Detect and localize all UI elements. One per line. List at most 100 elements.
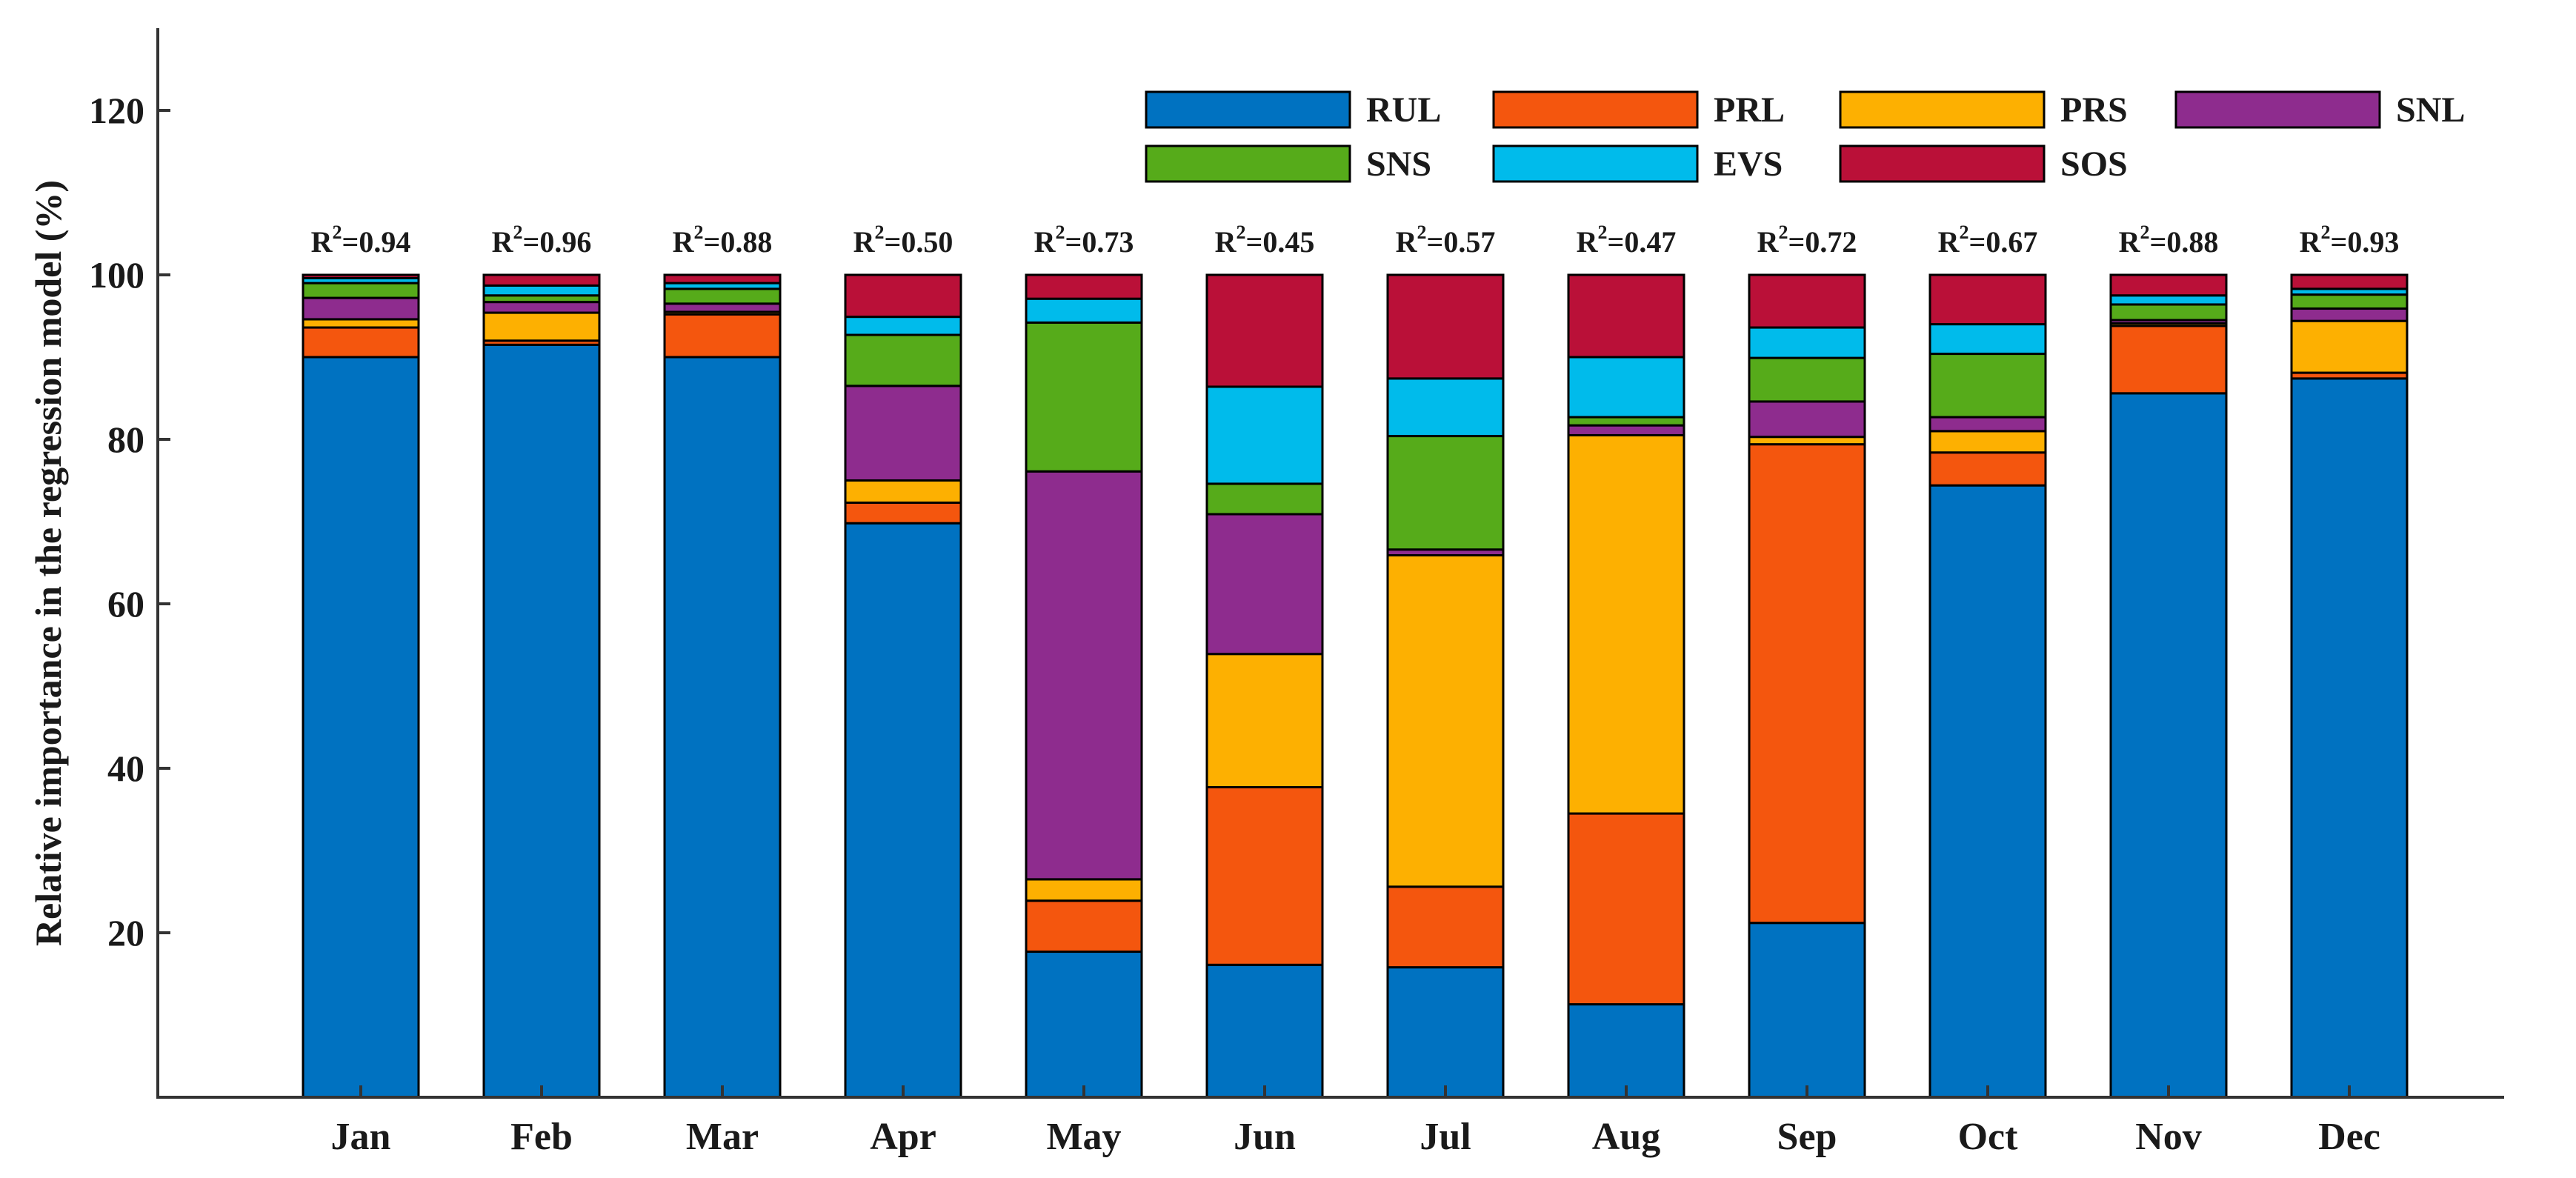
bar-segment-evs-jun (1205, 385, 1324, 485)
bar-segment-sos-mar (663, 273, 782, 284)
bar-segment-prl-aug (1567, 812, 1685, 1006)
bar-segment-prs-may (1025, 878, 1143, 902)
bar-segment-prs-oct (1928, 430, 2047, 454)
legend-swatch-evs (1492, 144, 1699, 183)
bar-segment-sos-nov (2109, 273, 2228, 297)
x-tick-label-jul: Jul (1420, 1116, 1471, 1158)
bar-segment-sns-nov (2109, 303, 2228, 322)
y-tick-label: 80 (107, 419, 144, 460)
legend-label-prs: PRS (2060, 90, 2128, 130)
legend-label-sns: SNS (1366, 144, 1431, 184)
bar-segment-sos-jan (302, 273, 420, 279)
r2-annotation-aug: R2=0.47 (1577, 222, 1677, 259)
bar-segment-prl-sep (1748, 443, 1866, 925)
r2-annotation-dec: R2=0.93 (2300, 222, 2400, 259)
bar-segment-prl-jan (302, 326, 420, 359)
r2-annotation-mar: R2=0.88 (673, 222, 773, 259)
y-tick-label: 40 (107, 748, 144, 789)
bar-segment-evs-sep (1748, 326, 1866, 359)
legend-swatch-sns (1145, 144, 1351, 183)
bar-segment-rul-may (1025, 951, 1143, 1099)
bar-segment-prs-feb (482, 311, 601, 342)
x-tick-label-aug: Aug (1592, 1116, 1660, 1158)
legend-label-snl: SNL (2396, 90, 2465, 130)
r2-annotation-sep: R2=0.72 (1757, 222, 1857, 259)
bar-segment-rul-feb (482, 343, 601, 1099)
y-tick-label: 20 (107, 912, 144, 954)
legend-swatch-sos (1839, 144, 2046, 183)
bar-segment-prl-mar (663, 313, 782, 359)
bar-segment-sns-oct (1928, 353, 2047, 419)
bar-segment-prl-oct (1928, 451, 2047, 487)
bar-segment-sns-dec (2290, 293, 2409, 310)
bar-segment-sos-oct (1928, 273, 2047, 326)
legend-swatch-prs (1839, 90, 2046, 129)
bar-segment-sns-mar (663, 287, 782, 305)
legend-swatch-snl (2174, 90, 2381, 129)
bar-segment-rul-mar (663, 356, 782, 1099)
x-tick-label-may: May (1046, 1116, 1121, 1158)
bar-segment-sos-apr (844, 273, 962, 319)
x-tick-label-mar: Mar (686, 1116, 759, 1158)
x-tick-label-oct: Oct (1958, 1116, 2019, 1158)
bar-segment-evs-apr (844, 316, 962, 336)
y-tick-label: 100 (89, 254, 144, 296)
r2-annotation-nov: R2=0.88 (2119, 222, 2219, 259)
bar-segment-rul-sep (1748, 922, 1866, 1099)
bar-segment-sos-jul (1386, 273, 1505, 380)
bar-segment-prs-aug (1567, 433, 1685, 815)
bar-segment-sos-dec (2290, 273, 2409, 290)
r2-annotation-may: R2=0.73 (1034, 222, 1134, 259)
bar-segment-rul-dec (2290, 377, 2409, 1099)
bar-segment-sns-jun (1205, 482, 1324, 516)
x-tick-label-feb: Feb (510, 1116, 573, 1158)
bar-segment-rul-aug (1567, 1003, 1685, 1099)
bar-segment-prs-jun (1205, 653, 1324, 789)
bar-segment-sns-may (1025, 321, 1143, 473)
y-ticks-layer: 20 40 60 80 100 120 (89, 90, 170, 954)
legend-swatch-rul (1145, 90, 1351, 129)
bar-segment-sos-jun (1205, 273, 1324, 388)
bar-segment-evs-jul (1386, 377, 1505, 438)
bar-segment-rul-jul (1386, 966, 1505, 1099)
x-ticks-layer: Jan Feb Mar Apr May Jun Jul Aug Sep Oct Nov Dec (331, 1085, 2380, 1158)
r2-annotation-jan: R2=0.94 (311, 222, 411, 259)
bar-segment-snl-apr (844, 385, 962, 482)
r2-labels-layer: R2=0.94 R2=0.96 R2=0.88 R2=0.50 R2=0.73 R2=0.… (311, 222, 2400, 259)
bar-segment-snl-feb (482, 301, 601, 314)
bars-layer (302, 273, 2409, 1099)
bar-segment-snl-sep (1748, 400, 1866, 439)
x-tick-label-sep: Sep (1777, 1116, 1837, 1158)
bar-segment-snl-jun (1205, 513, 1324, 656)
bar-segment-sns-sep (1748, 356, 1866, 403)
legend-label-prl: PRL (1714, 90, 1785, 130)
bar-segment-sns-jan (302, 282, 420, 299)
x-tick-label-jun: Jun (1234, 1116, 1296, 1158)
r2-annotation-oct: R2=0.67 (1938, 222, 2038, 259)
bar-segment-sns-aug (1567, 416, 1685, 427)
bar-segment-sos-aug (1567, 273, 1685, 359)
legend-label-sos: SOS (2060, 144, 2128, 184)
bar-segment-sos-feb (482, 273, 601, 287)
bar-segment-evs-feb (482, 284, 601, 297)
legend-swatch-prl (1492, 90, 1699, 129)
bar-segment-rul-apr (844, 522, 962, 1099)
axes-layer (156, 28, 2504, 1099)
bar-segment-prl-jul (1386, 885, 1505, 969)
bar-segment-rul-nov (2109, 392, 2228, 1099)
x-tick-label-jan: Jan (331, 1116, 391, 1158)
bar-segment-evs-nov (2109, 294, 2228, 306)
bar-segment-snl-dec (2290, 307, 2409, 322)
r2-annotation-jul: R2=0.57 (1396, 222, 1496, 259)
bar-segment-sos-may (1025, 273, 1143, 300)
legend-label-evs: EVS (1714, 144, 1783, 184)
y-tick-label: 120 (89, 90, 144, 131)
legend: RUL PRL PRS SNL SNS EVS SOS (1145, 90, 2465, 184)
x-tick-label-dec: Dec (2318, 1116, 2380, 1158)
bar-segment-prl-nov (2109, 325, 2228, 395)
bar-segment-sns-apr (844, 333, 962, 387)
x-tick-label-nov: Nov (2135, 1116, 2202, 1158)
r2-annotation-jun: R2=0.45 (1215, 222, 1315, 259)
